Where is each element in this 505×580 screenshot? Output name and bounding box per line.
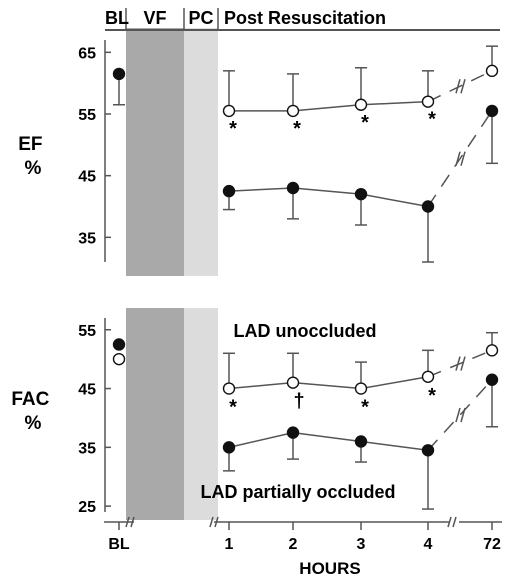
fac-series-0-segment (360, 376, 429, 390)
fac-series-0-segment (228, 381, 294, 390)
phase-label-vf: VF (143, 8, 166, 28)
ef-series-1-break-mark (455, 151, 466, 166)
ef-filled-point (222, 184, 236, 198)
fac-series-1-segment (292, 431, 362, 443)
fac-significance-marker: † (293, 391, 304, 413)
ef-series-0-break-mark (455, 79, 466, 94)
x-tick-label: BL (108, 536, 130, 553)
fac-filled-point (222, 441, 236, 454)
ef-open-point (421, 95, 435, 108)
fac-y-tick-label: 45 (78, 382, 96, 399)
vf-band-bottom (126, 308, 184, 520)
phase-label-post: Post Resuscitation (224, 8, 386, 28)
fac-filled-point (485, 373, 499, 386)
x-axis (104, 516, 502, 528)
annotation-lad-partially-occluded: LAD partially occluded (200, 482, 395, 502)
ef-significance-marker: * (361, 112, 369, 134)
fac-filled-point (421, 444, 435, 457)
x-tick-label: 3 (357, 536, 366, 553)
ef-filled-point (485, 104, 499, 118)
vf-band-top (126, 28, 184, 276)
phase-label-pc: PC (188, 8, 213, 28)
ef-series-0-segment (360, 100, 429, 106)
fac-series-1-segment (360, 440, 429, 452)
fac-axis-title-line2: % (25, 413, 42, 434)
fac-significance-marker: * (361, 397, 369, 419)
fac-filled-point (354, 435, 368, 448)
fac-series-0-segment (427, 349, 493, 378)
ef-series-1-segment (292, 187, 362, 195)
fac-filled-point (112, 338, 126, 351)
fac-significance-marker: * (229, 397, 237, 419)
ef-y-tick-label: 35 (78, 230, 96, 247)
fac-open-point (354, 382, 368, 395)
fac-y-tick-label: 25 (78, 499, 96, 516)
x-tick-label: 4 (424, 536, 433, 553)
fac-open-point (286, 376, 300, 389)
fac-y-tick-label: 35 (78, 440, 96, 457)
x-tick-label: 2 (289, 536, 298, 553)
fac-filled-point (286, 426, 300, 439)
ef-y-tick-label: 65 (78, 45, 96, 62)
ef-axis-title-line1: EF (18, 134, 42, 155)
ef-open-point (354, 98, 368, 111)
fac-axis-title: FAC % (11, 389, 54, 434)
annotation-lad-unoccluded: LAD unoccluded (234, 321, 377, 341)
phase-label-bl: BL (105, 8, 129, 28)
ef-filled-point (286, 181, 300, 195)
ef-series-0-segment (427, 70, 493, 103)
ef-open-point (286, 104, 300, 118)
axis-break-3 (447, 516, 457, 528)
axis-break-1 (125, 516, 135, 528)
ef-filled-point (354, 187, 368, 201)
ef-open-point (485, 64, 499, 78)
ef-axis-title: EF % (18, 134, 48, 179)
x-axis-title: HOURS (299, 559, 360, 578)
fac-series-0-break-mark (455, 356, 466, 371)
ef-series-1-segment (228, 187, 294, 192)
ef-series-1-segment (427, 110, 493, 207)
fac-axis-title-line1: FAC (11, 389, 49, 410)
fac-series-1-break-mark (455, 407, 466, 423)
fac-series-1-segment (228, 431, 294, 449)
fac-series-1-segment (427, 379, 493, 451)
fac-y-tick-label: 55 (78, 323, 96, 340)
fac-open-point (485, 344, 499, 357)
ef-significance-marker: * (293, 118, 301, 140)
ef-axis-title-line2: % (25, 158, 42, 179)
fac-significance-marker: * (428, 385, 436, 407)
fac-open-point (112, 352, 126, 366)
x-tick-label: 72 (483, 536, 501, 553)
fac-open-point (222, 382, 236, 395)
ef-open-point (222, 104, 236, 118)
ef-filled-point (112, 67, 126, 81)
fac-open-point (421, 370, 435, 383)
pc-band-bottom (184, 308, 218, 520)
x-tick-label: 1 (225, 536, 234, 553)
ef-filled-point (421, 200, 435, 213)
ef-y-tick-label: 45 (78, 169, 96, 186)
fac-series-0-segment (292, 381, 362, 390)
pc-band-top (184, 28, 218, 276)
ef-series-0-segment (292, 104, 362, 112)
axis-break-2 (209, 516, 219, 528)
ef-significance-marker: * (229, 118, 237, 140)
ef-series-1-segment (360, 193, 429, 208)
ef-significance-marker: * (428, 109, 436, 131)
ef-y-tick-label: 55 (78, 107, 96, 124)
